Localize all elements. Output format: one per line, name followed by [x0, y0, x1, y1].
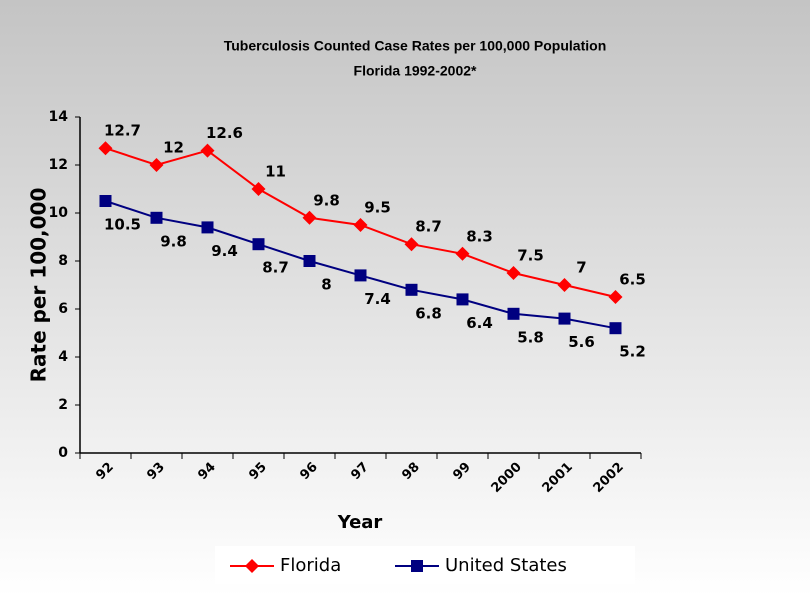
data-label: 11 — [265, 163, 286, 181]
data-point — [251, 182, 266, 196]
x-tick-label: 2002 — [591, 460, 627, 496]
data-point — [353, 218, 368, 232]
data-label: 7.4 — [364, 290, 391, 308]
data-label: 9.8 — [313, 191, 340, 209]
data-label: 6.4 — [466, 314, 493, 332]
data-label: 5.2 — [619, 343, 646, 361]
legend-marker — [411, 560, 423, 572]
data-point — [201, 221, 214, 234]
data-point — [404, 237, 419, 252]
x-tick-label: 97 — [348, 460, 371, 483]
data-point — [405, 283, 418, 296]
data-label: 7.5 — [517, 247, 544, 265]
x-tick-label: 2001 — [540, 460, 576, 496]
y-tick-label: 10 — [49, 205, 69, 221]
data-label: 5.6 — [568, 333, 595, 351]
y-tick-label: 8 — [58, 253, 68, 269]
x-tick-label: 95 — [246, 460, 269, 483]
data-point — [455, 246, 470, 261]
y-tick-label: 6 — [58, 301, 68, 317]
y-tick-label: 14 — [49, 109, 69, 125]
data-point — [354, 269, 367, 282]
data-label: 12.6 — [206, 124, 243, 142]
legend-label: Florida — [280, 555, 341, 576]
data-point — [302, 210, 317, 225]
data-point — [303, 255, 316, 267]
data-point — [252, 238, 265, 251]
data-point — [200, 143, 215, 158]
data-label: 6.5 — [619, 271, 646, 289]
data-point — [99, 195, 112, 207]
data-point — [98, 141, 113, 156]
data-point — [506, 266, 521, 280]
x-tick-label: 92 — [93, 460, 116, 483]
chart-subtitle: Florida 1992-2002* — [354, 63, 478, 79]
x-axis-title: Year — [337, 512, 383, 533]
data-label: 10.5 — [104, 216, 141, 234]
x-tick-label: 99 — [450, 460, 473, 483]
data-point — [609, 322, 622, 335]
data-label: 8.3 — [466, 227, 493, 245]
data-label: 5.8 — [517, 328, 544, 346]
data-point — [507, 307, 520, 320]
x-tick-label: 96 — [297, 460, 320, 483]
y-tick-label: 2 — [58, 397, 68, 413]
data-label: 12 — [163, 139, 184, 157]
legend-marker — [245, 559, 259, 573]
data-label: 6.8 — [415, 304, 442, 322]
data-point — [150, 211, 163, 224]
x-tick-label: 98 — [399, 460, 422, 483]
data-label: 9.5 — [364, 199, 391, 217]
y-tick-label: 12 — [49, 157, 68, 173]
y-axis-title: Rate per 100,000 — [27, 188, 51, 383]
data-point — [456, 293, 469, 306]
x-tick-label: 93 — [144, 460, 167, 483]
chart-title: Tuberculosis Counted Case Rates per 100,… — [224, 38, 607, 54]
y-tick-label: 0 — [58, 445, 68, 461]
data-point — [558, 312, 571, 325]
data-label: 8.7 — [415, 218, 442, 236]
y-tick-label: 4 — [58, 349, 68, 365]
data-point — [608, 290, 623, 304]
data-label: 7 — [576, 259, 586, 277]
data-label: 9.4 — [211, 242, 238, 260]
data-label: 8 — [321, 276, 331, 294]
legend-label: United States — [445, 555, 567, 576]
x-tick-label: 2000 — [489, 460, 525, 496]
data-label: 8.7 — [262, 259, 289, 277]
data-label: 9.8 — [160, 232, 187, 250]
data-point — [557, 278, 572, 292]
data-label: 12.7 — [104, 122, 141, 140]
data-point — [149, 158, 164, 172]
x-tick-label: 94 — [195, 460, 218, 483]
